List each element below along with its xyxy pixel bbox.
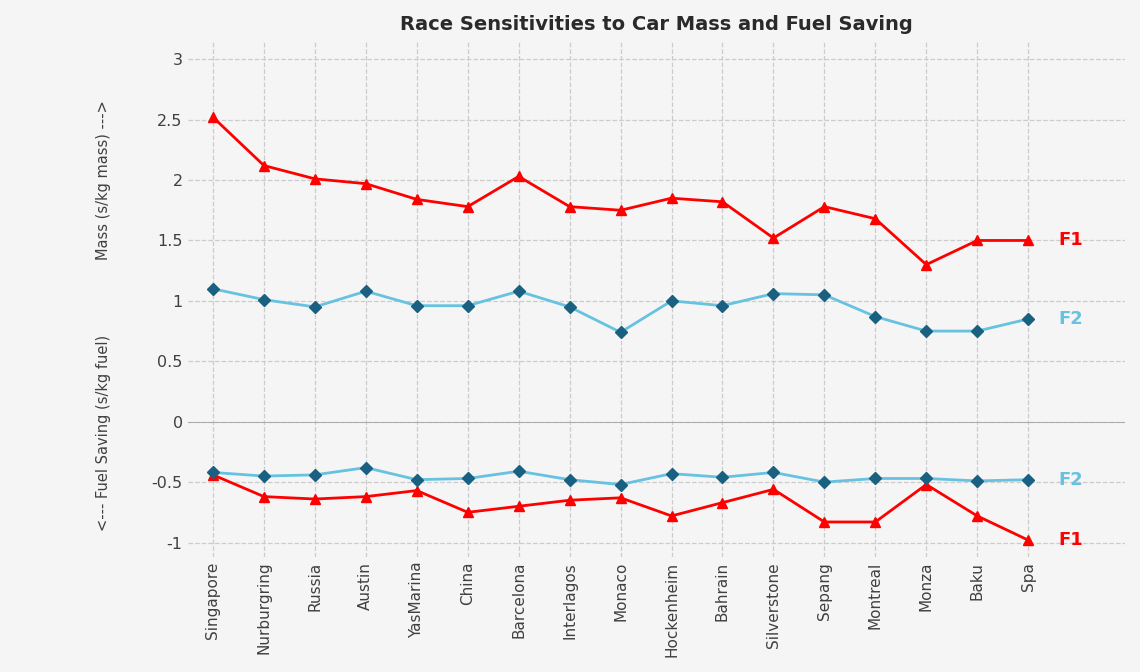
Text: <--- Fuel Saving (s/kg fuel): <--- Fuel Saving (s/kg fuel) — [96, 335, 111, 532]
Text: Mass (s/kg mass) --->: Mass (s/kg mass) ---> — [96, 101, 111, 260]
Title: Race Sensitivities to Car Mass and Fuel Saving: Race Sensitivities to Car Mass and Fuel … — [400, 15, 913, 34]
Text: F2: F2 — [1059, 310, 1083, 328]
Text: F1: F1 — [1059, 531, 1083, 549]
Text: F2: F2 — [1059, 470, 1083, 489]
Text: F1: F1 — [1059, 231, 1083, 249]
